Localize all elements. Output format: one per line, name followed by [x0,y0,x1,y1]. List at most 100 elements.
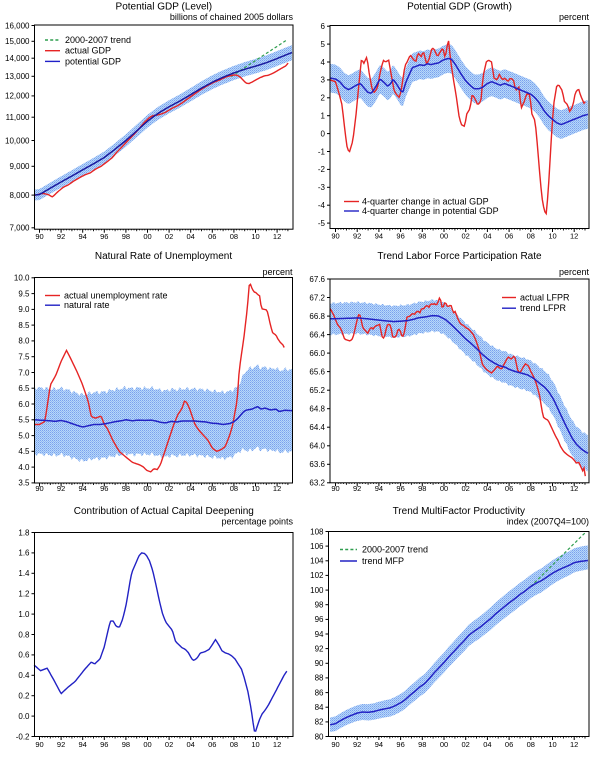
svg-text:90: 90 [35,232,43,241]
svg-text:94: 94 [79,484,87,493]
svg-text:02: 02 [462,740,470,749]
svg-text:96: 96 [396,740,404,749]
svg-text:actual LFPR: actual LFPR [520,293,570,303]
svg-text:percent: percent [262,267,293,277]
svg-text:96: 96 [100,232,108,241]
svg-text:96: 96 [315,615,324,624]
svg-text:16,000: 16,000 [5,21,30,30]
svg-text:natural rate: natural rate [64,300,110,310]
svg-text:7.0: 7.0 [18,368,30,377]
svg-text:10: 10 [548,740,556,749]
svg-text:92: 92 [57,232,65,241]
svg-text:potential GDP: potential GDP [65,56,121,66]
svg-text:04: 04 [187,484,195,493]
svg-text:-0.2: -0.2 [16,732,30,741]
svg-text:12: 12 [273,484,281,493]
svg-text:1: 1 [321,112,326,121]
svg-text:Contribution of Actual Capital: Contribution of Actual Capital Deepening [74,506,254,517]
svg-text:90: 90 [331,740,339,749]
svg-text:0.4: 0.4 [18,671,30,680]
svg-text:84: 84 [315,703,324,712]
svg-text:1.4: 1.4 [18,569,30,578]
svg-text:12: 12 [570,740,578,749]
svg-text:90: 90 [331,484,339,493]
svg-text:13,000: 13,000 [5,72,30,81]
svg-text:08: 08 [230,484,238,493]
svg-text:02: 02 [462,484,470,493]
svg-text:92: 92 [57,740,65,749]
svg-text:1.0: 1.0 [18,610,30,619]
svg-text:9.0: 9.0 [18,305,30,314]
svg-text:06: 06 [208,740,216,749]
svg-text:0.0: 0.0 [18,712,30,721]
svg-text:94: 94 [375,484,383,493]
svg-text:00: 00 [143,484,151,493]
svg-text:7,000: 7,000 [9,224,30,233]
svg-text:02: 02 [165,232,173,241]
svg-text:06: 06 [505,232,513,241]
svg-text:0.8: 0.8 [18,630,30,639]
svg-text:percent: percent [559,267,590,277]
svg-text:92: 92 [353,740,361,749]
svg-text:92: 92 [57,484,65,493]
svg-text:66.0: 66.0 [309,349,325,358]
svg-text:94: 94 [375,232,383,241]
svg-text:2000-2007 trend: 2000-2007 trend [65,35,131,45]
svg-text:94: 94 [79,232,87,241]
svg-text:7.5: 7.5 [18,353,30,362]
svg-text:82: 82 [315,718,324,727]
svg-text:94: 94 [79,740,87,749]
svg-text:1.2: 1.2 [18,590,30,599]
svg-text:64.4: 64.4 [309,423,325,432]
svg-text:14,000: 14,000 [5,54,30,63]
svg-text:1.8: 1.8 [18,528,30,537]
svg-text:04: 04 [483,740,491,749]
svg-text:100: 100 [310,586,324,595]
svg-text:12,000: 12,000 [5,92,30,101]
svg-text:9,000: 9,000 [9,162,30,171]
svg-text:80: 80 [315,732,324,741]
svg-text:90: 90 [35,740,43,749]
svg-text:10: 10 [251,740,259,749]
svg-text:trend MFP: trend MFP [362,556,404,566]
svg-text:65.2: 65.2 [309,386,325,395]
svg-text:98: 98 [315,601,324,610]
svg-text:15,000: 15,000 [5,37,30,46]
svg-text:11,000: 11,000 [6,113,30,122]
svg-text:108: 108 [310,527,324,536]
svg-text:06: 06 [208,484,216,493]
svg-text:6.0: 6.0 [18,400,30,409]
svg-text:Trend MultiFactor Productivity: Trend MultiFactor Productivity [393,506,525,517]
svg-text:08: 08 [527,484,535,493]
svg-text:00: 00 [440,484,448,493]
svg-text:6: 6 [321,22,326,31]
svg-text:10: 10 [251,484,259,493]
svg-text:96: 96 [100,740,108,749]
svg-text:actual unemployment rate: actual unemployment rate [64,291,168,301]
svg-text:percentage points: percentage points [221,517,293,527]
svg-text:90: 90 [35,484,43,493]
svg-text:00: 00 [440,740,448,749]
svg-text:02: 02 [165,740,173,749]
svg-text:5.5: 5.5 [18,416,30,425]
svg-text:90: 90 [331,232,339,241]
svg-text:96: 96 [396,484,404,493]
svg-text:06: 06 [505,484,513,493]
svg-text:92: 92 [353,484,361,493]
svg-text:08: 08 [230,740,238,749]
svg-text:66.8: 66.8 [309,312,325,321]
svg-text:08: 08 [230,232,238,241]
svg-text:04: 04 [187,740,195,749]
svg-text:64.8: 64.8 [309,405,325,414]
svg-text:98: 98 [418,740,426,749]
svg-text:63.6: 63.6 [309,460,325,469]
svg-text:0: 0 [321,129,326,138]
svg-text:actual GDP: actual GDP [65,46,111,56]
svg-text:00: 00 [143,740,151,749]
svg-text:10: 10 [548,232,556,241]
svg-text:06: 06 [505,740,513,749]
svg-text:67.6: 67.6 [309,275,325,284]
svg-text:88: 88 [315,674,324,683]
svg-text:67.2: 67.2 [309,293,325,302]
svg-text:10.0: 10.0 [14,274,30,283]
